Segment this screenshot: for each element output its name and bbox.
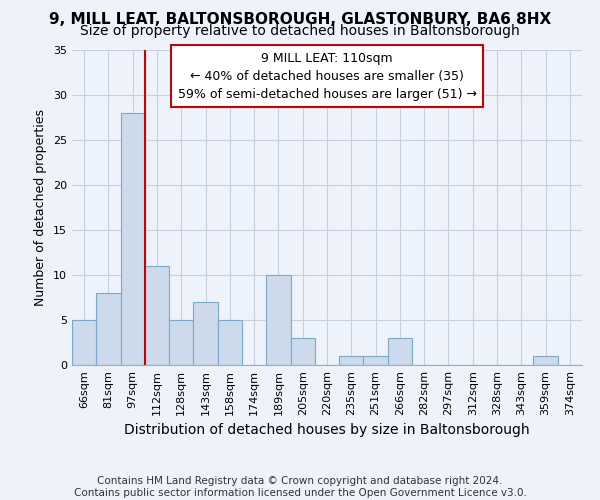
Bar xyxy=(266,275,290,365)
Text: 9, MILL LEAT, BALTONSBOROUGH, GLASTONBURY, BA6 8HX: 9, MILL LEAT, BALTONSBOROUGH, GLASTONBUR… xyxy=(49,12,551,28)
Bar xyxy=(218,320,242,365)
Text: 9 MILL LEAT: 110sqm
← 40% of detached houses are smaller (35)
59% of semi-detach: 9 MILL LEAT: 110sqm ← 40% of detached ho… xyxy=(178,52,476,100)
Bar xyxy=(339,356,364,365)
Bar xyxy=(145,266,169,365)
Bar xyxy=(388,338,412,365)
Bar xyxy=(533,356,558,365)
Text: Size of property relative to detached houses in Baltonsborough: Size of property relative to detached ho… xyxy=(80,24,520,38)
Bar xyxy=(72,320,96,365)
Bar xyxy=(290,338,315,365)
Bar xyxy=(121,113,145,365)
Bar xyxy=(96,293,121,365)
X-axis label: Distribution of detached houses by size in Baltonsborough: Distribution of detached houses by size … xyxy=(124,424,530,438)
Bar xyxy=(364,356,388,365)
Bar xyxy=(193,302,218,365)
Text: Contains HM Land Registry data © Crown copyright and database right 2024.
Contai: Contains HM Land Registry data © Crown c… xyxy=(74,476,526,498)
Bar xyxy=(169,320,193,365)
Y-axis label: Number of detached properties: Number of detached properties xyxy=(34,109,47,306)
